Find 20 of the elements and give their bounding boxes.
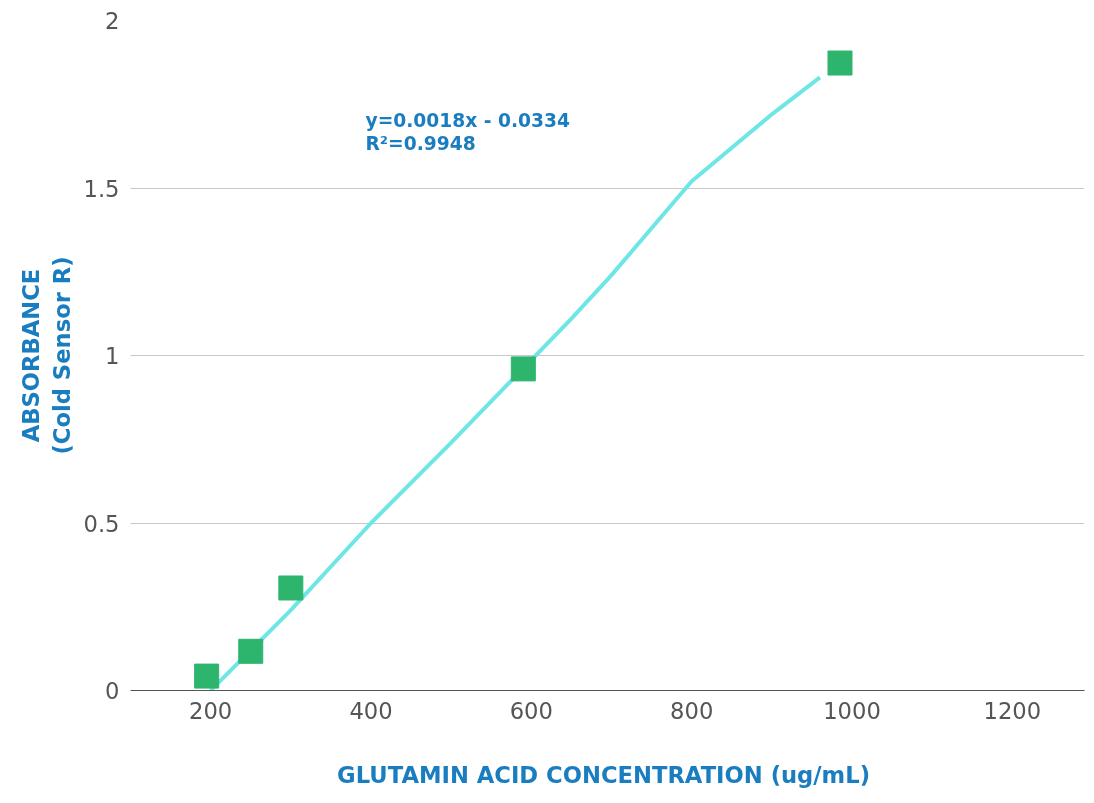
point	[827, 50, 853, 76]
annotation: R²=0.9948	[365, 132, 476, 154]
x-axis-title: GLUTAMIN ACID CONCENTRATION (ug/mL)	[337, 761, 871, 788]
x-tick-label: 1200	[983, 697, 1042, 724]
point	[194, 663, 220, 689]
x-tick-label: 600	[509, 697, 553, 724]
y-tick-label: 1	[105, 343, 120, 369]
x-tick-label: 1000	[823, 697, 881, 724]
point	[238, 638, 264, 664]
point	[510, 356, 536, 382]
x-tick-label: 800	[670, 697, 714, 724]
y-tick-label: 0.5	[83, 510, 120, 537]
point	[278, 575, 304, 601]
annotation: y=0.0018x - 0.0334	[365, 109, 571, 131]
x-tick-label: 400	[349, 697, 393, 724]
y-axis-title: ABSORBANCE (Cold Sensor R)	[18, 256, 76, 455]
y-tick-label: 2	[105, 8, 120, 34]
y-tick-label: 1.5	[83, 175, 120, 202]
y-tick-label: 0	[105, 678, 120, 704]
x-tick-label: 200	[189, 697, 233, 724]
